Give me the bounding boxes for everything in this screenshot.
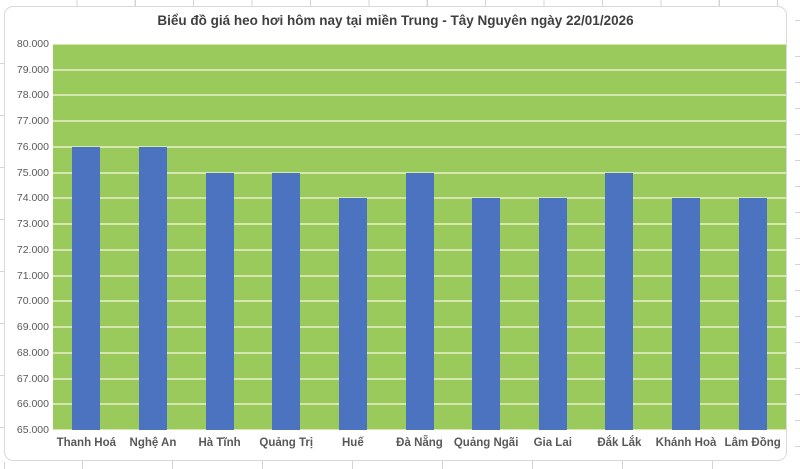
spreadsheet-gridline: [4, 462, 5, 469]
bar[interactable]: [538, 198, 567, 430]
y-axis-tick-label: 68.000: [16, 346, 49, 359]
y-axis-tick-label: 72.000: [16, 243, 49, 256]
y-axis-tick-label: 78.000: [16, 89, 49, 102]
bar[interactable]: [272, 172, 301, 430]
x-axis-category-label: Quảng Ngãi: [453, 437, 519, 449]
y-axis-tick-label: 71.000: [16, 269, 49, 282]
gridline: [53, 120, 786, 123]
y-axis-tick-label: 75.000: [16, 166, 49, 179]
bar[interactable]: [605, 172, 634, 430]
bar[interactable]: [472, 198, 501, 430]
y-axis-tick-label: 67.000: [16, 372, 49, 385]
y-axis-tick-label: 76.000: [16, 140, 49, 153]
y-axis-tick-label: 79.000: [16, 63, 49, 76]
bar[interactable]: [138, 146, 167, 430]
x-axis-category-label: Quảng Trị: [259, 437, 314, 449]
chart-object[interactable]: Biểu đồ giá heo hơi hôm nay tại miền Tru…: [4, 6, 787, 461]
chart-title[interactable]: Biểu đồ giá heo hơi hôm nay tại miền Tru…: [157, 13, 634, 28]
gridline: [53, 44, 786, 45]
x-axis-category-label: Hà Tĩnh: [198, 437, 241, 449]
x-axis-category-label: Nghệ An: [129, 437, 177, 449]
gridline: [53, 145, 786, 148]
gridline: [53, 68, 786, 71]
spreadsheet-bottom-strip: [0, 461, 800, 469]
bar[interactable]: [405, 172, 434, 430]
y-axis-tick-label: 77.000: [16, 115, 49, 128]
x-axis-category-label: Đà Nẵng: [396, 437, 443, 449]
y-axis-tick-label: 80.000: [16, 38, 49, 50]
x-axis-category-label: Lâm Đồng: [724, 437, 781, 449]
bar[interactable]: [205, 172, 234, 430]
spreadsheet-top-strip: [0, 0, 800, 6]
x-axis-category-label: Thanh Hoá: [56, 437, 117, 449]
y-axis-tick-label: 69.000: [16, 321, 49, 334]
x-axis-category-label: Khánh Hoà: [655, 437, 717, 449]
x-axis-category-label: Gia Lai: [533, 437, 572, 449]
y-axis-tick-label: 73.000: [16, 218, 49, 231]
bar[interactable]: [72, 146, 101, 430]
bar[interactable]: [338, 198, 367, 430]
y-axis-tick-label: 74.000: [16, 192, 49, 205]
spreadsheet-left-strip: [0, 8, 4, 460]
y-axis-tick-label: 66.000: [16, 398, 49, 411]
bar[interactable]: [672, 198, 701, 430]
y-axis-tick-label: 65.000: [16, 424, 49, 436]
x-axis-category-label: Huế: [341, 437, 364, 449]
bar[interactable]: [738, 198, 767, 430]
y-axis-tick-label: 70.000: [16, 295, 49, 308]
gridline: [53, 171, 786, 174]
spreadsheet-right-strip: [795, 8, 800, 460]
plot-area: [53, 44, 786, 430]
gridline: [53, 94, 786, 97]
x-axis-category-label: Đắk Lắk: [597, 437, 642, 449]
